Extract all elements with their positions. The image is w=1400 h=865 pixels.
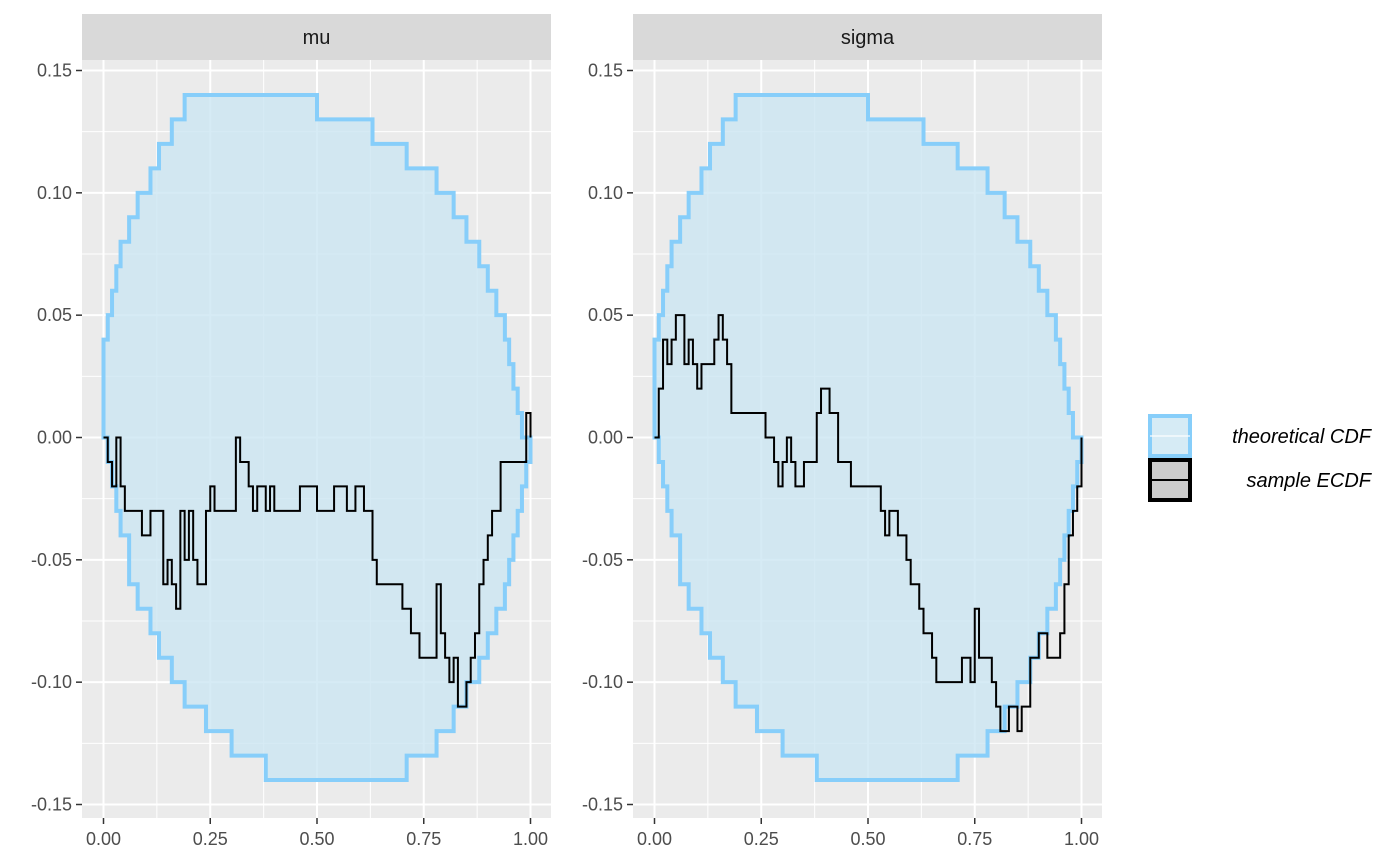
panel-sigma: sigma -0.15 -0.10 -0.05 0.00 0.05 0.10 0.15 0.00… <box>582 14 1102 849</box>
strip-header <box>633 14 1102 60</box>
strip-header <box>82 14 551 60</box>
panel-mu: mu -0.15 -0.10 -0.05 0.00 0.05 0.10 0.15 0.00 0.2… <box>31 14 551 849</box>
x-tick-label: 0.50 <box>850 829 885 849</box>
x-tick-label: 0.25 <box>193 829 228 849</box>
panel-title: mu <box>303 27 331 49</box>
legend-item: theoretical CDF <box>1148 414 1373 458</box>
y-tick-label: -0.05 <box>31 550 72 570</box>
y-tick-label: -0.05 <box>582 550 623 570</box>
x-tick-label: 0.00 <box>86 829 121 849</box>
x-tick-label: 1.00 <box>1064 829 1099 849</box>
x-tick-label: 1.00 <box>513 829 548 849</box>
sample-ecdf-line <box>654 314 1083 733</box>
legend-label: theoretical CDF <box>1232 426 1373 448</box>
y-tick-label: 0.05 <box>588 305 623 325</box>
y-tick-label: 0.15 <box>37 60 72 80</box>
y-tick-label: 0.10 <box>37 183 72 203</box>
x-tick-label: 0.75 <box>957 829 992 849</box>
y-tick-label: -0.10 <box>31 672 72 692</box>
y-tick-label: 0.00 <box>37 428 72 448</box>
facet-panels: mu -0.15 -0.10 -0.05 0.00 0.05 0.10 0.15 0.00 0.2… <box>31 14 1102 849</box>
x-tick-label: 0.00 <box>637 829 672 849</box>
y-tick-label: -0.15 <box>31 795 72 815</box>
legend-label: sample ECDF <box>1247 470 1373 492</box>
legend: theoretical CDF sample ECDF <box>1148 414 1373 502</box>
y-tick-label: 0.05 <box>37 305 72 325</box>
y-tick-label: -0.10 <box>582 672 623 692</box>
panel-title: sigma <box>841 27 895 49</box>
sample-ecdf-line <box>103 412 532 708</box>
y-tick-label: 0.10 <box>588 183 623 203</box>
legend-item: sample ECDF <box>1148 458 1373 502</box>
y-tick-label: -0.15 <box>582 795 623 815</box>
x-tick-label: 0.25 <box>744 829 779 849</box>
x-tick-label: 0.50 <box>299 829 334 849</box>
y-tick-label: 0.15 <box>588 60 623 80</box>
y-tick-label: 0.00 <box>588 428 623 448</box>
x-tick-label: 0.75 <box>406 829 441 849</box>
